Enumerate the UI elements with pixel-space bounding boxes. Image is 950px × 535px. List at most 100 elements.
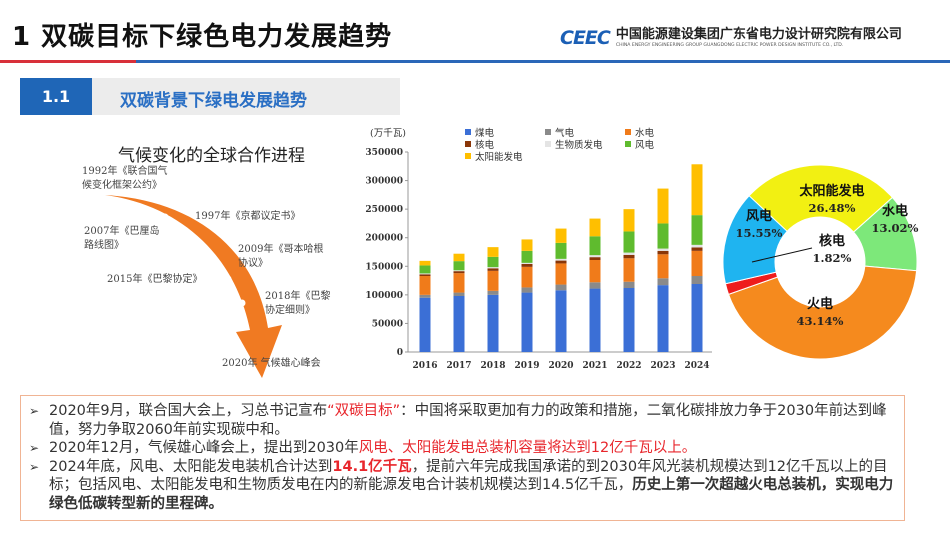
page-title: 1 双碳目标下绿色电力发展趋势 xyxy=(12,22,393,52)
bar-segment-2018 xyxy=(487,294,499,352)
bullet-text: 历史上第一次超越火电总装机，实现电力绿色低碳转型新的里程碑。 xyxy=(49,477,894,512)
bar-segment-2016 xyxy=(419,294,431,298)
bullet-item: ➢ 2024年底，风电、太阳能发电装机合计达到14.1亿千瓦，提前六年完成我国承诺… xyxy=(29,458,894,514)
y-tick-label: 50000 xyxy=(372,319,403,329)
timeline-dot xyxy=(206,253,214,261)
bar-segment-2019 xyxy=(521,262,533,264)
y-tick-label: 350000 xyxy=(365,148,403,158)
timeline-title: 气候变化的全球合作进程 xyxy=(118,146,305,166)
bar-segment-2023 xyxy=(657,278,669,286)
x-tick-label: 2022 xyxy=(616,361,641,371)
donut-slice xyxy=(722,195,788,285)
slice-label: 核电 xyxy=(819,233,845,249)
legend-swatch xyxy=(465,153,471,159)
y-tick-label: 200000 xyxy=(365,234,403,244)
timeline-dot xyxy=(186,232,194,240)
bar-segment-2021 xyxy=(589,257,601,260)
bullet-text: 2020年9月，联合国大会上，习总书记宣布 xyxy=(49,403,328,419)
bullet-text: ：中国将采取更加有力的政策和措施，二氧化碳排放力争于2030年前达到峰值，努力争… xyxy=(49,403,887,438)
bar-segment-2017 xyxy=(453,296,465,352)
bar-segment-2016 xyxy=(419,265,431,274)
bar-segment-2021 xyxy=(589,255,601,258)
bar-segment-2016 xyxy=(419,273,431,275)
bar-segment-2020 xyxy=(555,258,567,261)
legend-swatch xyxy=(625,129,631,135)
legend-label: 风电 xyxy=(635,139,655,151)
bar-segment-2021 xyxy=(589,236,601,256)
timeline-item: 2007年《巴厘岛路线图》 xyxy=(84,226,160,251)
bar-segment-2024 xyxy=(691,284,703,352)
legend-label: 太阳能发电 xyxy=(475,151,523,163)
slice-percent: 26.48% xyxy=(809,201,856,215)
y-tick-label: 0 xyxy=(397,348,403,358)
legend-label: 煤电 xyxy=(475,127,495,139)
bar-segment-2021 xyxy=(589,260,601,283)
y-tick-label: 300000 xyxy=(365,177,403,187)
bullet-text: 2020年12月，气候雄心峰会上，提出到2030年 xyxy=(49,440,359,457)
donut-slice xyxy=(727,265,918,360)
bar-segment-2017 xyxy=(453,270,465,272)
x-tick-label: 2019 xyxy=(514,361,539,371)
legend-swatch xyxy=(625,141,631,147)
bar-segment-2018 xyxy=(487,267,499,269)
bar-segment-2022 xyxy=(623,254,635,259)
header-divider-red xyxy=(0,60,136,63)
bar-segment-2024 xyxy=(691,250,703,276)
section-bar xyxy=(92,78,400,115)
bullet-item: ➢ 2020年12月，气候雄心峰会上，提出到2030年风电、太阳能发电总装机容量将… xyxy=(29,439,894,458)
bar-segment-2017 xyxy=(453,273,465,293)
org-name-en: CHINA ENERGY ENGINEERING GROUP GUANGDONG… xyxy=(615,42,844,48)
slice-label: 水电 xyxy=(882,203,908,219)
slice-label: 太阳能发电 xyxy=(798,183,864,199)
legend-label: 水电 xyxy=(635,127,655,139)
bar-segment-2019 xyxy=(521,264,533,267)
bar-segment-2019 xyxy=(521,292,533,352)
legend-swatch xyxy=(465,141,471,147)
slice-label: 火电 xyxy=(807,296,833,312)
timeline-dot xyxy=(238,299,246,307)
bar-segment-2016 xyxy=(419,274,431,276)
bar-segment-2019 xyxy=(521,287,533,293)
bar-segment-2023 xyxy=(657,250,669,255)
header-divider-blue xyxy=(136,60,950,63)
section-title: 双碳背景下绿电发展趋势 xyxy=(120,91,307,111)
slice-percent: 1.82% xyxy=(813,251,852,265)
legend-label: 生物质发电 xyxy=(555,139,603,151)
bar-segment-2020 xyxy=(555,290,567,352)
bullet-text: 风电、太阳能发电总装机容量将达到12亿千瓦以上。 xyxy=(358,440,697,457)
bar-segment-2022 xyxy=(623,231,635,253)
bar-segment-2020 xyxy=(555,284,567,291)
bar-segment-2020 xyxy=(555,263,567,285)
bar-segment-2017 xyxy=(453,292,465,296)
timeline-item: 2020年 气候雄心峰会 xyxy=(222,358,321,369)
bar-segment-2023 xyxy=(657,254,669,279)
timeline-item: 1992年《联合国气候变化框架公约》 xyxy=(82,166,168,191)
x-tick-label: 2018 xyxy=(480,361,505,371)
bar-segment-2017 xyxy=(453,271,465,274)
bar-segment-2023 xyxy=(657,285,669,352)
ceec-logo-icon: CEEC xyxy=(560,27,611,49)
bar-segment-2024 xyxy=(691,276,703,284)
bullet-text: 2024年底，风电、太阳能发电装机合计达到 xyxy=(49,458,333,475)
leader-line xyxy=(751,247,813,263)
timeline-item: 1997年《京都议定书》 xyxy=(195,211,301,222)
bar-segment-2024 xyxy=(691,164,703,216)
bar-segment-2023 xyxy=(657,223,669,249)
bar-segment-2021 xyxy=(589,282,601,289)
slice-percent: 13.02% xyxy=(872,221,919,235)
arrow-bullet-icon: ➢ xyxy=(29,459,40,474)
slice-percent: 43.14% xyxy=(797,314,844,328)
bullet-text: “双碳目标” xyxy=(327,403,401,419)
bar-segment-2022 xyxy=(623,281,635,288)
donut-slice xyxy=(748,164,894,233)
bullet-text: ，提前六年完成我国承诺的到2030年风光装机规模达到12亿千瓦以上的目标；包括风… xyxy=(49,458,888,494)
bar-segment-2018 xyxy=(487,290,499,295)
bar-segment-2016 xyxy=(419,297,431,352)
bar-segment-2016 xyxy=(419,260,431,266)
arrow-bullet-icon: ➢ xyxy=(29,404,40,418)
slice-percent: 15.55% xyxy=(736,226,783,240)
company-logo: CEEC 中国能源建设集团广东省电力设计研究院有限公司 CHINA ENERGY… xyxy=(560,27,902,49)
bar-segment-2024 xyxy=(691,247,703,251)
